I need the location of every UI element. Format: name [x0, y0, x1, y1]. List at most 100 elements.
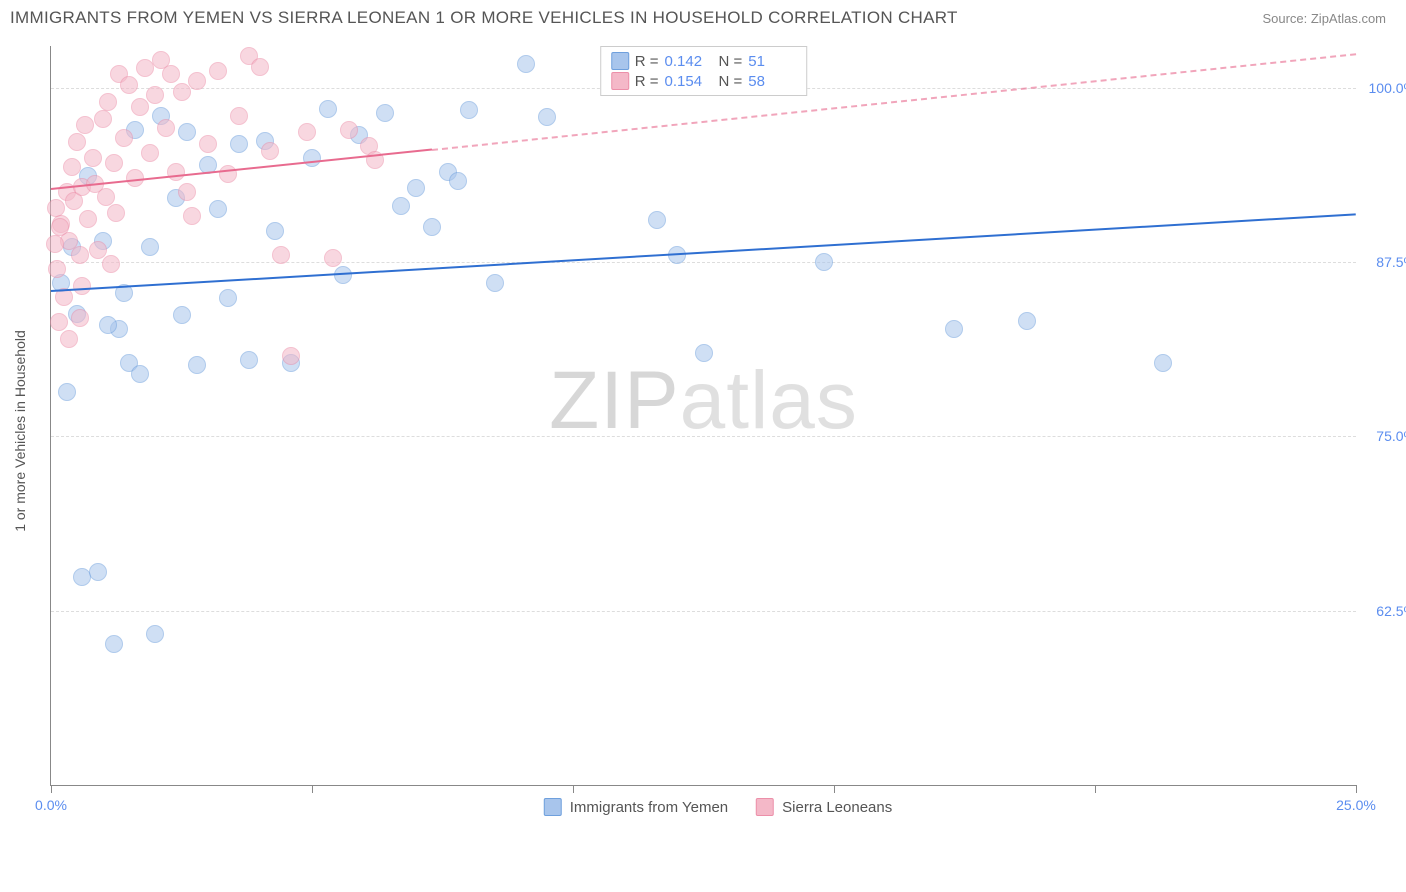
x-tick-label: 25.0% — [1336, 797, 1376, 813]
data-point-yemen — [449, 172, 467, 190]
data-point-sierra — [209, 62, 227, 80]
legend-stats-row-sierra: R = 0.154 N = 58 — [611, 71, 797, 91]
n-label: N = — [719, 53, 743, 70]
data-point-sierra — [50, 313, 68, 331]
legend-series: Immigrants from Yemen Sierra Leoneans — [544, 798, 892, 816]
watermark: ZIPatlas — [549, 354, 858, 448]
r-value-sierra: 0.154 — [665, 73, 713, 90]
data-point-sierra — [120, 76, 138, 94]
data-point-sierra — [131, 98, 149, 116]
r-label: R = — [635, 73, 659, 90]
data-point-sierra — [141, 144, 159, 162]
legend-label-yemen: Immigrants from Yemen — [570, 799, 728, 816]
data-point-sierra — [282, 347, 300, 365]
data-point-yemen — [486, 274, 504, 292]
data-point-sierra — [298, 123, 316, 141]
data-point-sierra — [79, 210, 97, 228]
data-point-sierra — [230, 107, 248, 125]
data-point-yemen — [423, 218, 441, 236]
data-point-sierra — [105, 154, 123, 172]
data-point-sierra — [73, 277, 91, 295]
data-point-yemen — [230, 135, 248, 153]
data-point-sierra — [76, 116, 94, 134]
data-point-sierra — [68, 133, 86, 151]
legend-swatch-yemen-b — [544, 798, 562, 816]
data-point-yemen — [376, 104, 394, 122]
data-point-yemen — [178, 123, 196, 141]
watermark-thin: atlas — [680, 355, 858, 446]
legend-stats: R = 0.142 N = 51 R = 0.154 N = 58 — [600, 46, 808, 96]
data-point-yemen — [209, 200, 227, 218]
legend-item-yemen: Immigrants from Yemen — [544, 798, 728, 816]
legend-item-sierra: Sierra Leoneans — [756, 798, 892, 816]
n-label: N = — [719, 73, 743, 90]
legend-swatch-sierra — [611, 72, 629, 90]
data-point-sierra — [107, 204, 125, 222]
data-point-sierra — [199, 135, 217, 153]
data-point-yemen — [392, 197, 410, 215]
chart-title: IMMIGRANTS FROM YEMEN VS SIERRA LEONEAN … — [10, 8, 958, 28]
x-tick — [1095, 785, 1096, 793]
data-point-yemen — [105, 635, 123, 653]
y-tick-label: 62.5% — [1376, 603, 1406, 619]
data-point-yemen — [266, 222, 284, 240]
data-point-yemen — [146, 625, 164, 643]
legend-stats-row-yemen: R = 0.142 N = 51 — [611, 51, 797, 71]
r-value-yemen: 0.142 — [665, 53, 713, 70]
x-tick — [1356, 785, 1357, 793]
data-point-yemen — [240, 351, 258, 369]
data-point-yemen — [219, 289, 237, 307]
data-point-yemen — [517, 55, 535, 73]
data-point-sierra — [84, 149, 102, 167]
legend-swatch-yemen — [611, 52, 629, 70]
data-point-yemen — [1154, 354, 1172, 372]
plot-area: ZIPatlas R = 0.142 N = 51 R = 0.154 N = … — [50, 46, 1356, 786]
data-point-yemen — [303, 149, 321, 167]
y-axis-label: 1 or more Vehicles in Household — [12, 330, 28, 532]
r-label: R = — [635, 53, 659, 70]
data-point-sierra — [63, 158, 81, 176]
data-point-yemen — [407, 179, 425, 197]
data-point-yemen — [648, 211, 666, 229]
data-point-sierra — [188, 72, 206, 90]
watermark-bold: ZIP — [549, 355, 680, 446]
data-point-sierra — [173, 83, 191, 101]
x-tick — [573, 785, 574, 793]
gridline — [51, 436, 1356, 437]
data-point-yemen — [89, 563, 107, 581]
data-point-sierra — [99, 93, 117, 111]
data-point-sierra — [324, 249, 342, 267]
legend-swatch-sierra-b — [756, 798, 774, 816]
data-point-yemen — [460, 101, 478, 119]
x-tick — [312, 785, 313, 793]
x-tick — [834, 785, 835, 793]
data-point-sierra — [340, 121, 358, 139]
gridline — [51, 611, 1356, 612]
data-point-sierra — [157, 119, 175, 137]
data-point-yemen — [173, 306, 191, 324]
data-point-sierra — [183, 207, 201, 225]
data-point-sierra — [60, 330, 78, 348]
y-tick-label: 75.0% — [1376, 428, 1406, 444]
y-tick-label: 87.5% — [1376, 254, 1406, 270]
data-point-sierra — [47, 199, 65, 217]
data-point-sierra — [251, 58, 269, 76]
data-point-yemen — [58, 383, 76, 401]
n-value-yemen: 51 — [748, 53, 796, 70]
trend-line — [432, 53, 1356, 151]
legend-label-sierra: Sierra Leoneans — [782, 799, 892, 816]
data-point-sierra — [102, 255, 120, 273]
data-point-sierra — [261, 142, 279, 160]
data-point-yemen — [188, 356, 206, 374]
x-tick — [51, 785, 52, 793]
trend-line — [51, 213, 1356, 292]
data-point-sierra — [94, 110, 112, 128]
data-point-sierra — [48, 260, 66, 278]
x-tick-label: 0.0% — [35, 797, 67, 813]
data-point-sierra — [71, 309, 89, 327]
data-point-yemen — [815, 253, 833, 271]
n-value-sierra: 58 — [748, 73, 796, 90]
data-point-sierra — [97, 188, 115, 206]
data-point-sierra — [46, 235, 64, 253]
data-point-sierra — [272, 246, 290, 264]
